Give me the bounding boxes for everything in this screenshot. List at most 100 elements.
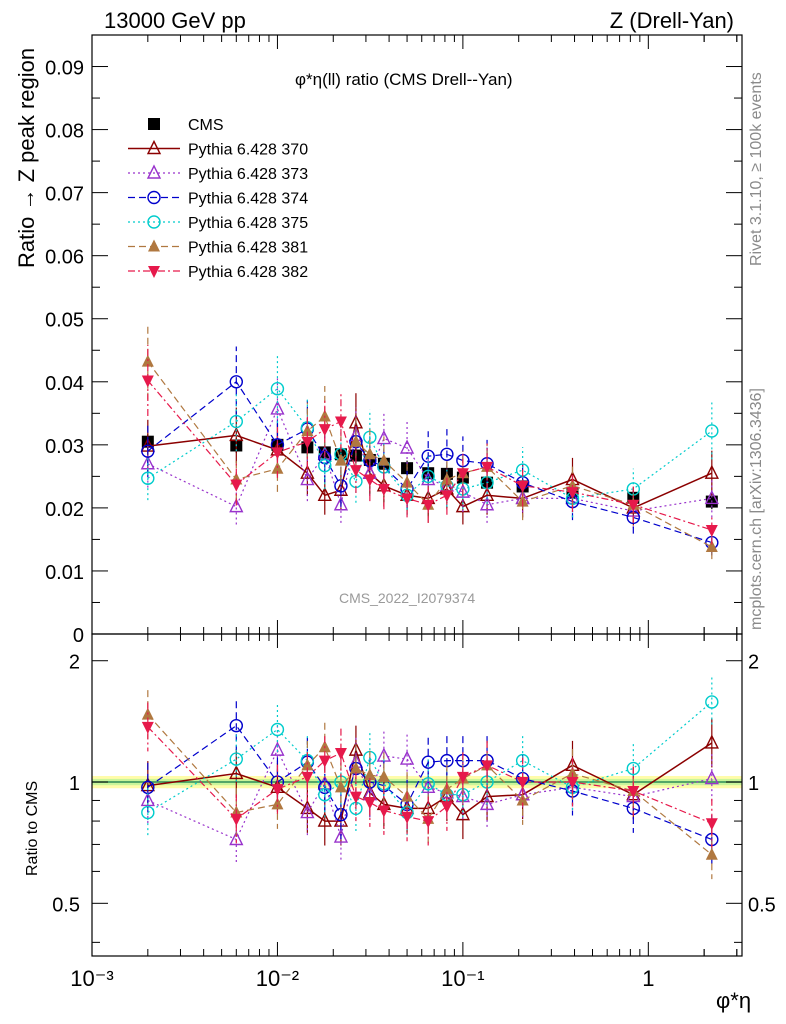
series-point [141, 375, 154, 388]
series-point [271, 447, 284, 460]
ratio-point [479, 795, 495, 811]
series-line-1 [147, 422, 713, 509]
series-point [627, 499, 640, 512]
series-line-4 [147, 387, 713, 500]
y-tick-label: 0 [73, 625, 84, 647]
x-tick-label: 10⁻² [256, 966, 299, 991]
legend-label: Pythia 6.428 381 [188, 240, 308, 257]
legend-marker [148, 266, 160, 278]
ratio-line-4 [147, 701, 713, 814]
y-tick-label: 0.08 [45, 121, 84, 143]
process-label: Z (Drell-Yan) [609, 8, 734, 33]
series-point [333, 496, 349, 511]
series-point [516, 480, 529, 493]
legend-marker [146, 139, 162, 155]
ratio-point [440, 801, 453, 814]
series-point [301, 436, 314, 449]
ratio-point [333, 828, 349, 843]
ratio-point [363, 768, 376, 781]
ratio-point [301, 771, 314, 784]
ratio-point [421, 778, 436, 794]
x-tick-label: 1 [642, 966, 654, 991]
ratio-point [363, 797, 376, 810]
energy-label: 13000 GeV pp [104, 8, 246, 33]
ratio-point [455, 806, 471, 821]
x-tick-label: 10⁻³ [70, 966, 113, 991]
series-point [566, 487, 579, 500]
analysis-watermark: CMS_2022_I2079374 [339, 590, 476, 606]
chart-title: φ*η(ll) ratio (CMS Drell--Yan) [295, 70, 513, 89]
series-point [141, 444, 155, 458]
series-point [421, 469, 435, 484]
ratio-point [705, 847, 718, 860]
series-point [704, 489, 719, 505]
ratio-point [456, 771, 469, 784]
x-tick-label: 10⁻¹ [441, 966, 484, 991]
ratio-point [377, 805, 390, 818]
ratio-point [317, 812, 332, 827]
ratio-point [421, 777, 435, 791]
y-tick-label: 0.01 [45, 562, 84, 584]
ratio-point [516, 777, 529, 790]
x-axis-label: φ*η [716, 988, 752, 1013]
series-point [440, 490, 453, 503]
ratio-point [704, 734, 719, 749]
legend-label: Pythia 6.428 375 [188, 215, 308, 232]
legend-label: Pythia 6.428 373 [188, 166, 308, 183]
ratio-point [271, 784, 284, 797]
ratio-point [349, 761, 362, 774]
series-point [481, 461, 494, 474]
y-tick-label: 0.05 [45, 310, 84, 332]
ratio-tick-label-right: 2 [748, 652, 759, 674]
ratio-tick-label-right: 0.5 [748, 894, 776, 916]
ratio-point [401, 811, 414, 824]
ratio-point [334, 748, 347, 761]
y-tick-label: 0.03 [45, 436, 84, 458]
legend-label: CMS [188, 117, 224, 134]
ratio-point [229, 752, 244, 766]
series-point [318, 458, 332, 473]
ratio-point [515, 753, 530, 768]
ratio-line-3 [147, 724, 713, 841]
series-point [363, 447, 376, 460]
ratio-point [705, 695, 719, 709]
ratio-point [318, 755, 331, 768]
series-point [349, 434, 362, 447]
legend-label: Pythia 6.428 370 [188, 142, 308, 159]
ratio-point [229, 718, 244, 733]
series-point [422, 499, 435, 512]
ratio-point [230, 813, 243, 826]
series-point [479, 486, 495, 501]
series-point [141, 471, 155, 485]
series-point [705, 524, 718, 537]
series-point [301, 423, 314, 436]
legend-marker [147, 215, 161, 229]
legend-marker [146, 164, 162, 179]
ratio-tick-label-right: 1 [748, 773, 759, 795]
series-point [270, 400, 285, 415]
ratio-point [270, 741, 285, 756]
ratio-point [300, 803, 315, 819]
series-point [318, 409, 331, 422]
series-point [334, 453, 347, 466]
legend-marker [148, 239, 160, 252]
series-point [455, 483, 471, 498]
series-point [300, 464, 315, 479]
series-point [399, 439, 415, 454]
series-point [401, 493, 414, 506]
ratio-point [334, 780, 347, 793]
ratio-point [705, 818, 718, 831]
ratio-point [318, 788, 332, 802]
ratio-point [399, 750, 415, 765]
ratio-y-axis-label: Ratio to CMS [24, 780, 41, 876]
ratio-line-2 [147, 748, 712, 841]
ratio-point [229, 764, 244, 780]
series-point [349, 465, 362, 478]
series-point [440, 447, 454, 461]
mcplots-reference-label: mcplots.cern.ch [arXiv:1306.3436] [748, 388, 765, 630]
series-point [317, 486, 332, 501]
ratio-point [140, 791, 155, 807]
ratio-point [377, 769, 390, 782]
series-point [229, 414, 244, 429]
